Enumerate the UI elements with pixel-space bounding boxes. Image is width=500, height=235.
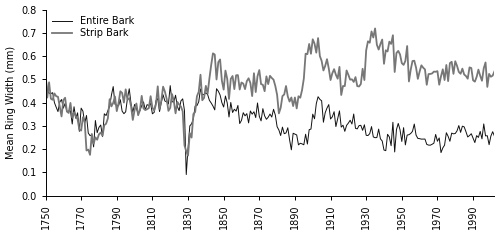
Entire Bark <box>290 132 296 135</box>
Strip Bark <box>219 79 225 82</box>
Strip Bark <box>110 101 116 104</box>
Line: Entire Bark: Entire Bark <box>46 68 494 175</box>
Entire Bark <box>288 149 294 151</box>
Entire Bark <box>232 108 237 111</box>
Strip Bark <box>185 154 191 157</box>
Entire Bark <box>184 173 190 176</box>
Strip Bark <box>372 27 378 30</box>
Y-axis label: Mean Ring Width (mm): Mean Ring Width (mm) <box>6 46 16 159</box>
Entire Bark <box>440 147 446 149</box>
Entire Bark <box>110 85 116 88</box>
Legend: Entire Bark, Strip Bark: Entire Bark, Strip Bark <box>50 14 136 40</box>
Strip Bark <box>492 70 498 73</box>
Entire Bark <box>492 135 498 137</box>
Line: Strip Bark: Strip Bark <box>46 28 494 156</box>
Strip Bark <box>290 105 296 107</box>
Strip Bark <box>42 96 48 99</box>
Entire Bark <box>42 67 48 70</box>
Entire Bark <box>219 101 225 104</box>
Strip Bark <box>232 88 237 90</box>
Strip Bark <box>288 96 294 99</box>
Strip Bark <box>442 79 448 82</box>
